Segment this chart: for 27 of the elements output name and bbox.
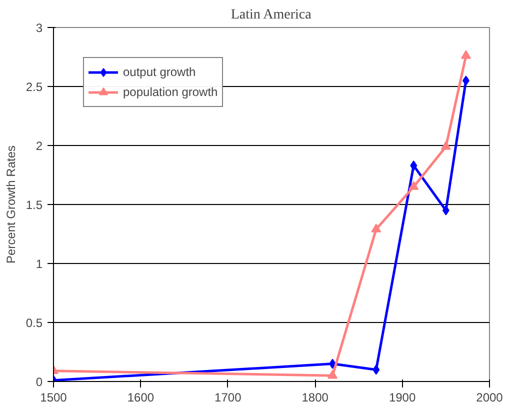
y-tick-label: 0.5 (26, 316, 43, 330)
x-tick-label: 1700 (214, 390, 242, 404)
y-tick-label: 0 (36, 375, 43, 389)
point (372, 364, 380, 375)
x-tick-label: 1900 (388, 390, 416, 404)
point (408, 181, 419, 190)
y-tick-label: 1 (36, 257, 43, 271)
y-tick-label: 2 (36, 139, 43, 153)
x-tick-label: 1600 (127, 390, 154, 404)
point (442, 205, 450, 216)
chart-title: Latin America (230, 8, 312, 22)
point (462, 76, 470, 86)
point (410, 160, 418, 171)
point (460, 50, 471, 59)
point (440, 140, 451, 150)
y-tick-label: 3 (36, 21, 43, 35)
x-tick-label: 2000 (476, 390, 504, 404)
x-tick-label: 1800 (302, 390, 329, 404)
point (328, 370, 338, 379)
legend-label: output growth (123, 65, 196, 79)
point (371, 224, 382, 232)
y-tick-label: 1.5 (26, 198, 43, 212)
point (329, 358, 336, 369)
x-tick-label: 1500 (40, 390, 68, 404)
legend-label: population growth (123, 85, 218, 99)
y-axis-title: Percent Growth Rates (4, 145, 18, 264)
y-tick-label: 2.5 (26, 80, 43, 94)
